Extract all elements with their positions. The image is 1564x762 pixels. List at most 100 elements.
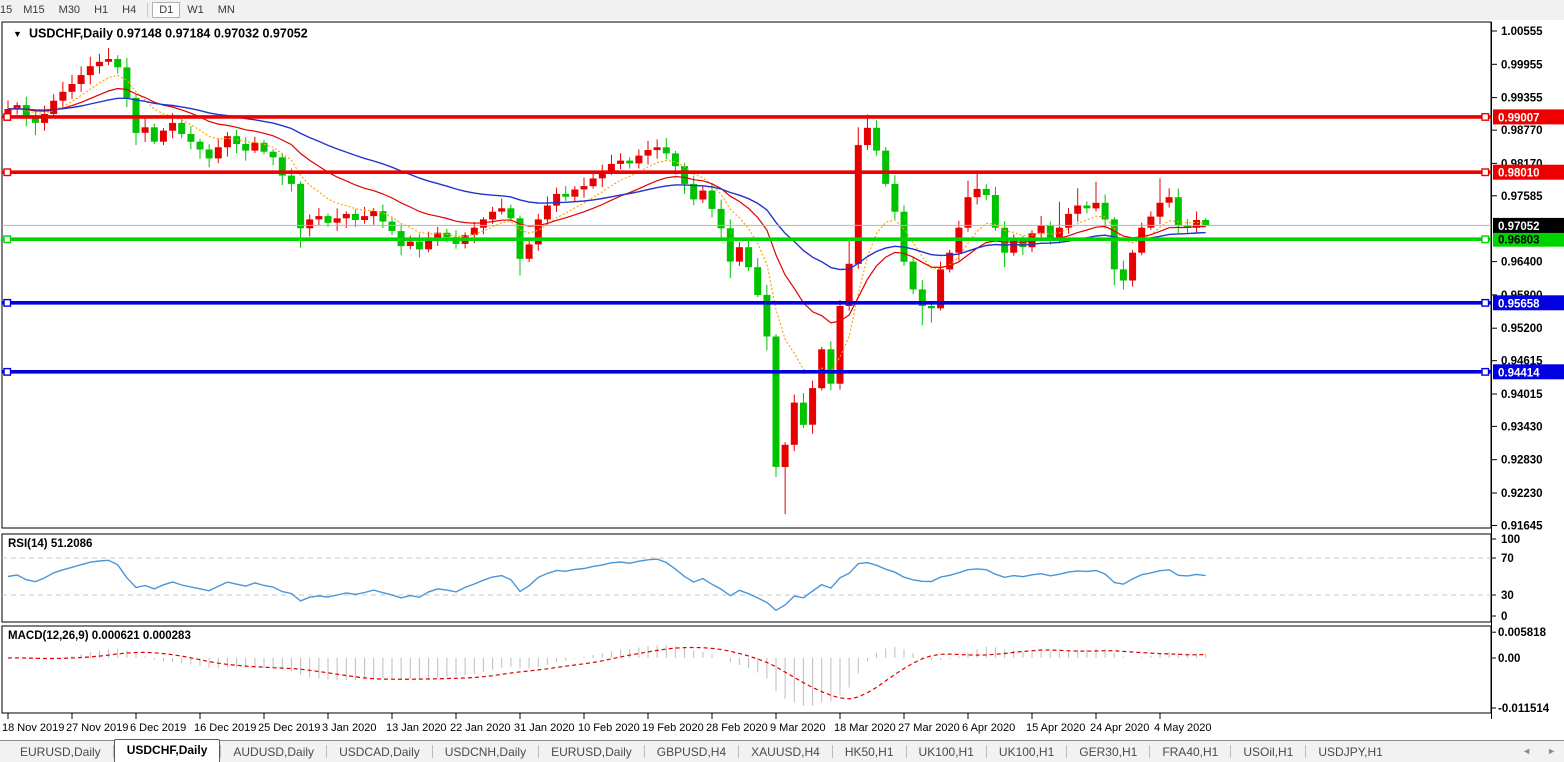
chart-tab-fra40-h1[interactable]: FRA40,H1 [1162,744,1219,759]
time-axis-label: 3 Jan 2020 [322,722,376,734]
timeframe-button-m15[interactable]: M15 [23,4,45,16]
hline-handle[interactable] [1481,235,1490,244]
svg-text:30: 30 [1501,590,1514,602]
toolbar-separator [147,3,149,17]
price-badge [1493,364,1564,380]
timeframe-button-d1[interactable]: D1 [152,2,181,18]
svg-text:-0.011514: -0.011514 [1498,703,1550,715]
ma-slow-line [7,97,1206,271]
tab-scroll-left-icon[interactable]: ◄ [1522,746,1532,756]
timeframe-button-h4[interactable]: H4 [122,4,137,16]
time-axis-label: 6 Apr 2020 [962,722,1015,734]
chart-tab-audusd-daily[interactable]: AUDUSD,Daily [233,744,315,759]
rsi-pane: RSI(14) 51.2086 100 70 30 0 [2,534,1520,623]
chart-tab-ger30-h1[interactable]: GER30,H1 [1079,744,1138,759]
svg-text:0.92230: 0.92230 [1501,488,1543,500]
chart-tab-eurusd-daily[interactable]: EURUSD,Daily [551,744,632,759]
timeframe-button-partial[interactable]: 15 [0,4,13,16]
time-axis-label: 19 Feb 2020 [642,722,704,734]
time-axis-label: 27 Nov 2019 [66,722,128,734]
svg-text:0.95658: 0.95658 [1498,298,1540,310]
chart-tab-hk50-h1[interactable]: HK50,H1 [844,744,894,759]
price-badge [1493,295,1564,311]
chart-tab-usdchf-daily[interactable]: USDCHF,Daily [113,738,221,762]
tab-separator [1066,745,1068,758]
chart-tab-usdcnh-daily[interactable]: USDCNH,Daily [444,744,527,759]
time-axis-label: 6 Dec 2019 [130,722,186,734]
chart-tab-gbpusd-h4[interactable]: GBPUSD,H4 [656,744,727,759]
time-axis[interactable]: 18 Nov 2019 27 Nov 2019 6 Dec 2019 16 Dec 2… [2,713,1211,735]
chart-tab-uk100-h1[interactable]: UK100,H1 [998,744,1055,759]
time-axis-label: 18 Nov 2019 [2,722,64,734]
tab-scroll-right-icon[interactable]: ► [1547,746,1556,756]
svg-text:0.94414: 0.94414 [1498,367,1540,379]
hline-handle[interactable] [3,168,12,177]
svg-text:0.97052: 0.97052 [1498,221,1540,233]
timeframe-button-mn[interactable]: MN [217,4,235,16]
svg-text:100: 100 [1501,534,1520,546]
time-axis-label: 24 Apr 2020 [1090,722,1149,734]
chart-tab-usdjpy-h1[interactable]: USDJPY,H1 [1318,744,1383,759]
svg-text:0.99955: 0.99955 [1501,59,1543,71]
time-axis-label: 15 Apr 2020 [1026,722,1085,734]
svg-text:0.00: 0.00 [1498,653,1520,665]
hline-handle[interactable] [3,367,12,376]
chart-tab-usoil-h1[interactable]: USOil,H1 [1243,744,1294,759]
svg-text:0.95200: 0.95200 [1501,323,1543,335]
svg-text:1.00555: 1.00555 [1501,26,1543,38]
time-axis-label: 13 Jan 2020 [386,722,447,734]
timeframe-button-m30[interactable]: M30 [58,4,81,16]
timeframe-buttons: M15 M30 H1 H4 D1 W1 MN [16,2,242,18]
svg-text:0.99007: 0.99007 [1498,112,1540,124]
svg-text:0.98770: 0.98770 [1501,125,1543,137]
timeframe-button-h1[interactable]: H1 [94,4,109,16]
chart-canvas[interactable]: 1.005550.999550.993550.987700.981700.975… [0,20,1564,740]
tab-separator [738,745,740,758]
time-axis-label: 10 Feb 2020 [578,722,640,734]
chart-menu-icon[interactable]: ▼ [13,29,22,39]
hline-handle[interactable] [1481,367,1490,376]
time-axis-label: 25 Dec 2019 [258,722,320,734]
svg-text:0.99355: 0.99355 [1501,93,1543,105]
hline-handle[interactable] [3,298,12,307]
tab-separator [1305,745,1307,758]
svg-text:70: 70 [1501,553,1514,565]
svg-text:0.93430: 0.93430 [1501,421,1543,433]
svg-text:0.96803: 0.96803 [1498,235,1540,247]
chart-tab-xauusd-h4[interactable]: XAUUSD,H4 [751,744,820,759]
svg-text:0.94015: 0.94015 [1501,389,1543,401]
svg-text:0.91645: 0.91645 [1501,521,1543,533]
tab-separator [643,745,645,758]
horizontal-lines-layer [2,112,1491,376]
tab-separator [985,745,987,758]
chart-tab-uk100-h1[interactable]: UK100,H1 [918,744,974,759]
rsi-label: RSI(14) 51.2086 [8,538,92,550]
tab-scroll-arrows: ◄ ► [1506,746,1556,756]
chart-tab-eurusd-daily[interactable]: EURUSD,Daily [20,744,101,759]
hline-handle[interactable] [3,112,12,121]
hline-handle[interactable] [1481,112,1490,121]
hline-handle[interactable] [1481,298,1490,307]
svg-text:0: 0 [1501,611,1507,623]
chart-tab-usdcad-daily[interactable]: USDCAD,Daily [339,744,420,759]
price-badge [1493,109,1564,125]
chart-tab-bar: EURUSD,Daily USDCHF,Daily AUDUSD,Daily USDC… [0,738,1564,762]
price-badge [1493,164,1564,180]
rsi-line [7,558,1206,612]
macd-signal-line [7,646,1206,700]
chart-header: ▼ USDCHF,Daily 0.97148 0.97184 0.97032 0.… [13,27,308,41]
hline-handle[interactable] [1481,168,1490,177]
tab-separator [326,745,328,758]
svg-text:0.96400: 0.96400 [1501,257,1543,269]
timeframe-button-w1[interactable]: W1 [187,4,204,16]
tab-separator [431,745,433,758]
macd-label: MACD(12,26,9) 0.000621 0.000283 [8,630,191,642]
tab-separator [831,745,833,758]
pane-frames [1,21,1492,719]
tab-separator [905,745,907,758]
time-axis-label: 4 May 2020 [1154,722,1211,734]
hline-handle[interactable] [3,235,12,244]
time-axis-label: 9 Mar 2020 [770,722,826,734]
tab-separator [538,745,540,758]
price-axis[interactable]: 1.005550.999550.993550.987700.981700.975… [1491,26,1564,533]
